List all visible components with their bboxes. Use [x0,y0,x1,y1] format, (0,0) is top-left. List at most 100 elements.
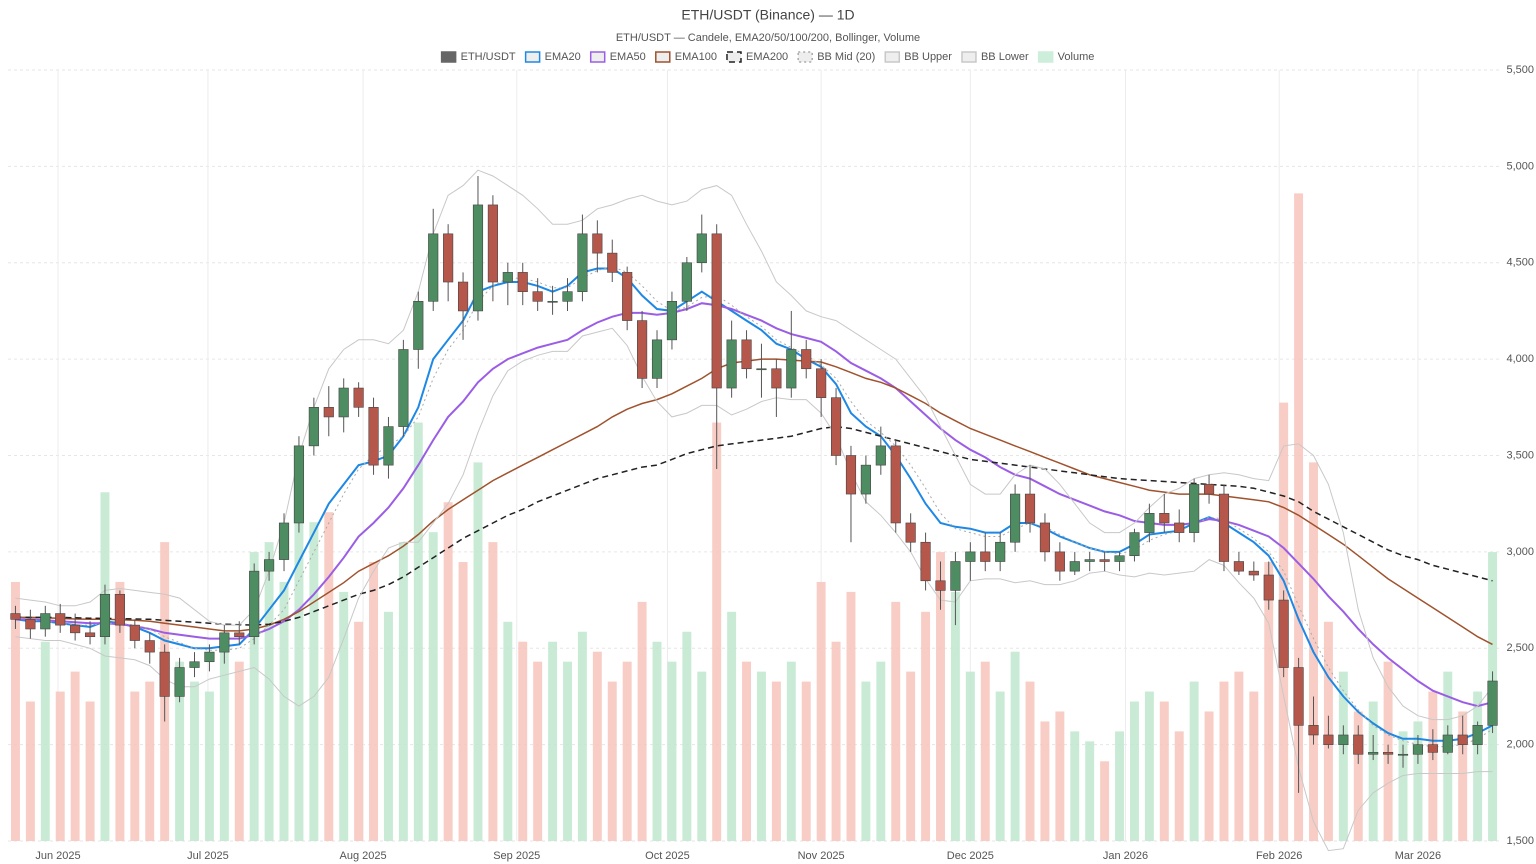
x-tick-label: Jul 2025 [187,850,229,862]
x-tick-label: Sep 2025 [493,850,540,862]
y-tick-label: 3,500 [1506,449,1534,461]
volume-bar [10,581,20,841]
candle-body [1024,493,1036,524]
volume-bar [428,532,438,841]
candle-body [890,445,901,524]
volume-bar [175,661,185,841]
candle-body [502,272,513,283]
candle-body [487,204,498,283]
volume-bar [1025,681,1035,841]
indicator-line [15,267,1493,742]
candle-body [622,272,633,321]
legend: ETH/USDT EMA20 EMA50 EMA100 EMA200 BB Mid (20… [440,51,1094,63]
candle-body [1069,561,1080,572]
candle-body [1144,513,1155,533]
volume-bar [831,641,841,841]
volume-bar [592,651,602,841]
volume-bar [1428,691,1438,841]
volume-bar [1100,761,1110,841]
legend-swatch [440,51,457,63]
candle-body [1397,753,1409,756]
volume-bar [1458,711,1468,841]
candle-body [592,233,603,254]
volume-bar [1070,731,1080,841]
x-tick-label: Mar 2026 [1395,850,1441,862]
candle-body [1248,570,1259,576]
volume-bar [40,641,50,841]
volume-bar [1129,701,1139,841]
candle-body [1278,599,1289,668]
candle-body [1039,522,1051,553]
volume-bar [458,562,468,841]
candle-body [293,445,305,524]
legend-swatch [524,51,541,63]
volume-bar [354,621,364,841]
indicator-line [15,169,1493,721]
candle-body [651,339,663,379]
candle-body [338,387,349,418]
candle-body [637,320,648,379]
volume-bar [1264,562,1274,841]
indicator-line [15,358,1493,646]
candle-body [1427,744,1438,753]
candle-body [308,407,319,447]
volume-bar [1443,671,1453,841]
volume-bar [279,581,289,841]
candle-body [1174,522,1185,533]
candle-body [1129,532,1140,557]
candle-body [1054,551,1065,572]
volume-bar [264,542,274,841]
volume-bar [756,671,766,841]
volume-bar [398,542,408,841]
volume-bar [563,661,572,841]
candle-body [234,632,245,637]
volume-bar [1174,731,1184,841]
candle-body [995,541,1006,562]
y-tick-label: 1,500 [1506,835,1534,847]
volume-bar [995,691,1005,841]
volume-bar [190,681,199,841]
candle-body [1010,493,1021,543]
candle-body [1099,559,1110,562]
volume-bar [503,621,513,841]
legend-label: ETH/USDT [461,51,516,63]
volume-bar [533,661,543,841]
candle-body [1442,734,1453,753]
candle-body [1412,744,1424,755]
candle-body [1338,734,1349,745]
candle-body [875,445,886,466]
volume-bar [816,581,826,841]
legend-label: EMA50 [610,51,646,63]
volume-bar [682,631,692,841]
candle-body [905,522,916,543]
volume-bar [1473,691,1483,841]
volume-bar [652,641,662,841]
volume-bar [891,601,901,841]
candle-body [1263,574,1274,601]
candle-body [666,300,678,341]
candle-body [681,262,692,302]
volume-bar [861,681,871,841]
candle-body [99,593,111,637]
candle-body [845,455,857,495]
candle-body [517,272,528,292]
candle-body [965,551,976,562]
volume-bar [786,661,796,841]
candle-body [1457,734,1468,745]
x-tick-label: Aug 2025 [340,850,387,862]
volume-bar [100,492,110,841]
volume-bar [413,422,423,841]
candle-body [428,233,439,302]
candle-body [786,349,797,389]
volume-bar [697,671,707,841]
volume-bar [518,641,528,841]
candle-body [1084,559,1095,562]
volume-bar [1055,711,1065,841]
legend-swatch [655,51,671,63]
volume-bar [950,591,960,841]
candle-body [935,580,946,591]
legend-label: EMA100 [675,51,717,63]
legend-label: EMA200 [746,51,788,63]
x-tick-label: Jun 2025 [35,850,80,862]
